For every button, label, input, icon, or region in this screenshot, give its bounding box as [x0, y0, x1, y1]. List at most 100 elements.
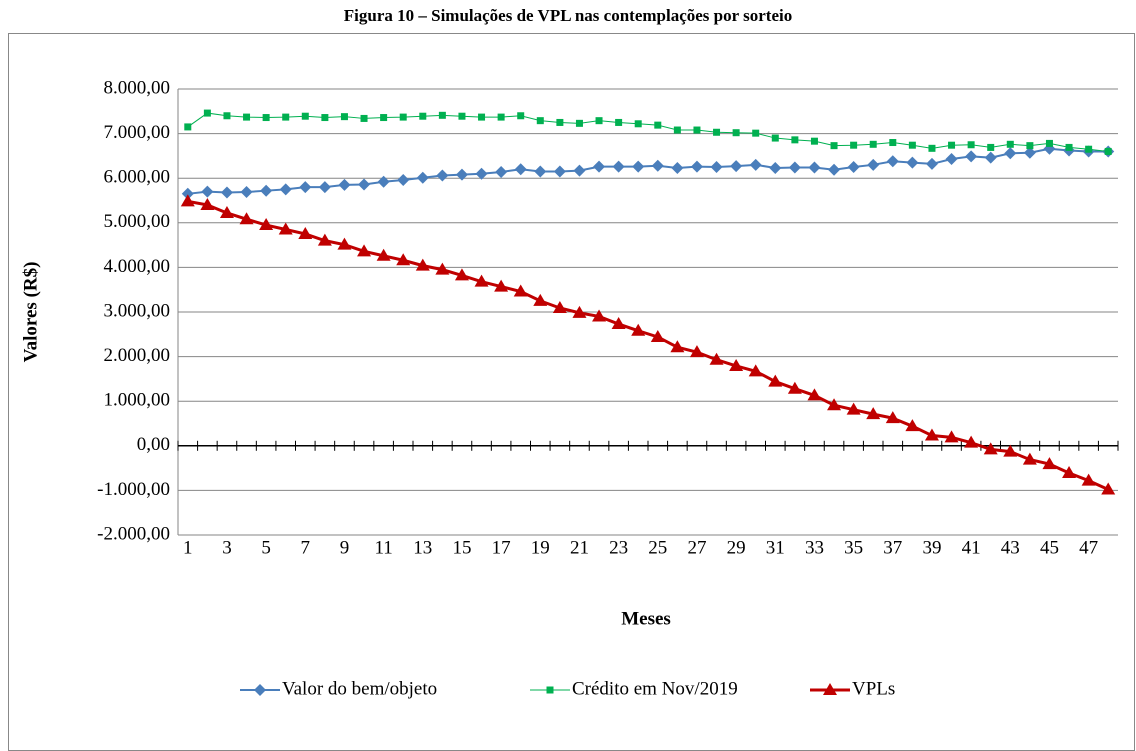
marker: [262, 114, 270, 122]
marker: [575, 119, 583, 127]
marker: [1104, 147, 1112, 155]
marker: [592, 309, 607, 322]
legend-label: VPLs: [852, 678, 895, 699]
x-tick-label: 23: [609, 537, 628, 558]
y-tick-label: -1.000,00: [97, 479, 170, 500]
marker: [651, 159, 664, 172]
marker: [556, 118, 564, 126]
marker: [546, 686, 554, 694]
marker: [279, 183, 292, 196]
y-tick-label: 6.000,00: [104, 167, 171, 188]
marker: [749, 158, 762, 171]
marker: [358, 178, 371, 191]
marker: [513, 284, 528, 297]
marker: [984, 151, 997, 164]
legend-label: Valor do bem/objeto: [282, 678, 437, 699]
marker: [752, 129, 760, 137]
x-tick-label: 7: [301, 537, 311, 558]
marker: [847, 161, 860, 174]
marker: [709, 352, 724, 365]
marker: [965, 150, 978, 163]
marker: [983, 442, 998, 455]
marker: [380, 114, 388, 122]
marker: [243, 113, 251, 121]
marker: [788, 161, 801, 174]
marker: [533, 293, 548, 306]
y-tick-label: 8.000,00: [104, 77, 171, 98]
marker: [771, 134, 779, 142]
marker: [908, 141, 916, 149]
marker: [730, 160, 743, 173]
marker: [220, 186, 233, 199]
marker: [732, 129, 740, 137]
marker: [787, 381, 802, 394]
x-tick-label: 13: [413, 537, 432, 558]
y-tick-label: 5.000,00: [104, 211, 171, 232]
marker: [260, 184, 273, 197]
marker: [768, 374, 783, 387]
marker: [925, 157, 938, 170]
marker: [282, 113, 290, 121]
x-tick-label: 17: [492, 537, 511, 558]
x-tick-label: 37: [883, 537, 902, 558]
x-tick-label: 25: [648, 537, 667, 558]
marker: [593, 160, 606, 173]
x-tick-label: 35: [844, 537, 863, 558]
marker: [219, 205, 234, 218]
marker: [1026, 142, 1034, 150]
marker: [415, 258, 430, 271]
marker: [987, 143, 995, 151]
marker: [1003, 444, 1018, 457]
y-tick-label: 3.000,00: [104, 300, 171, 321]
marker: [360, 114, 368, 122]
marker: [223, 112, 231, 120]
marker: [867, 158, 880, 171]
marker: [1006, 140, 1014, 148]
marker: [534, 165, 547, 178]
marker: [536, 117, 544, 125]
marker: [885, 411, 900, 424]
marker: [455, 168, 468, 181]
marker: [573, 164, 586, 177]
marker: [321, 114, 329, 122]
marker: [239, 212, 254, 225]
marker: [866, 407, 881, 420]
marker: [240, 186, 253, 199]
x-tick-label: 11: [374, 537, 392, 558]
y-tick-label: 0,00: [137, 434, 170, 455]
marker: [631, 323, 646, 336]
marker: [595, 117, 603, 125]
marker: [1022, 452, 1037, 465]
marker: [632, 160, 645, 173]
marker: [791, 136, 799, 144]
marker: [1101, 482, 1116, 495]
marker: [967, 141, 975, 149]
marker: [808, 161, 821, 174]
marker: [259, 218, 274, 231]
marker: [201, 185, 214, 198]
marker: [1023, 146, 1036, 159]
marker: [673, 126, 681, 134]
marker: [1004, 147, 1017, 160]
marker: [357, 244, 372, 257]
marker: [514, 163, 527, 176]
marker: [254, 684, 266, 696]
marker: [905, 419, 920, 432]
marker: [823, 683, 837, 695]
marker: [710, 161, 723, 174]
marker: [435, 262, 450, 275]
y-tick-label: 7.000,00: [104, 122, 171, 143]
marker: [1062, 466, 1077, 479]
x-tick-label: 27: [687, 537, 706, 558]
marker: [671, 161, 684, 174]
marker: [495, 165, 508, 178]
marker: [846, 402, 861, 415]
x-tick-label: 43: [1001, 537, 1020, 558]
marker: [317, 233, 332, 246]
y-axis-title: Valores (R$): [20, 262, 41, 363]
marker: [475, 167, 488, 180]
marker: [377, 175, 390, 188]
marker: [474, 274, 489, 287]
x-tick-label: 33: [805, 537, 824, 558]
marker: [399, 113, 407, 121]
